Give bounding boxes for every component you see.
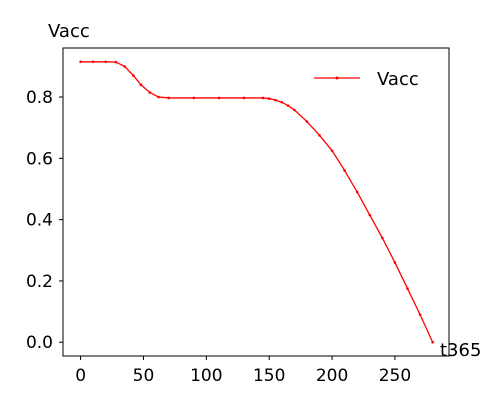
data-point (268, 97, 271, 100)
data-point (115, 61, 118, 64)
data-point (343, 169, 346, 172)
data-point (157, 96, 160, 99)
x-tick-label: 150 (253, 366, 285, 386)
data-point (368, 214, 371, 217)
data-point (167, 97, 170, 100)
y-axis-title: Vacc (48, 21, 90, 42)
data-point (218, 97, 221, 100)
data-point (140, 83, 143, 86)
data-point (318, 134, 321, 137)
data-point (331, 149, 334, 152)
x-tick-label: 0 (75, 366, 86, 386)
data-point (243, 97, 246, 100)
x-tick-label: 200 (316, 366, 348, 386)
y-tick-label: 0.6 (26, 149, 53, 169)
legend-marker-vacc (336, 77, 339, 80)
data-point (280, 101, 283, 104)
x-tick-label: 100 (190, 366, 222, 386)
y-axis: 0.0 0.2 0.4 0.6 0.8 (26, 88, 63, 353)
data-point (274, 99, 277, 102)
legend: Vacc (314, 69, 419, 90)
x-axis: 0 50 100 150 200 250 (75, 356, 411, 386)
data-point (306, 120, 309, 123)
data-point (394, 261, 397, 264)
data-point (79, 60, 82, 63)
x-tick-label: 250 (379, 366, 411, 386)
data-point (356, 191, 359, 194)
series-layer (79, 60, 434, 343)
data-point (406, 287, 409, 290)
x-axis-title: t365 (440, 340, 481, 361)
data-point (381, 237, 384, 240)
data-point (123, 65, 126, 68)
x-tick-label: 50 (133, 366, 155, 386)
series-line-vacc (81, 62, 433, 342)
data-point (287, 104, 290, 107)
y-tick-label: 0.0 (26, 333, 53, 353)
data-point (104, 60, 107, 63)
data-point (431, 341, 434, 344)
data-point (419, 313, 422, 316)
data-point (192, 97, 195, 100)
data-point (293, 109, 296, 112)
y-tick-label: 0.2 (26, 272, 53, 292)
plot-frame (63, 48, 449, 356)
data-point (148, 91, 151, 94)
data-point (92, 60, 95, 63)
y-tick-label: 0.4 (26, 211, 53, 231)
legend-label-vacc: Vacc (377, 69, 419, 90)
y-tick-label: 0.8 (26, 88, 53, 108)
data-point (132, 74, 135, 77)
data-point (262, 97, 265, 100)
